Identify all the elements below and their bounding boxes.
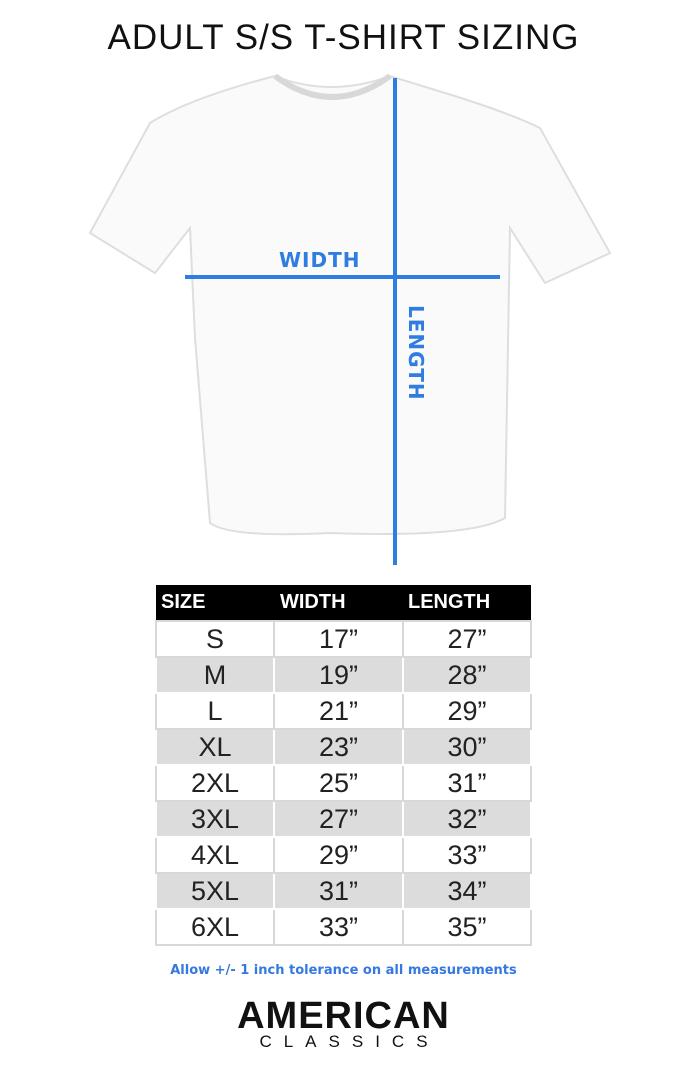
table-row: S 17” 27”: [155, 620, 532, 658]
length-cell: 30”: [402, 728, 532, 766]
size-cell: XL: [155, 728, 275, 766]
width-cell: 33”: [273, 908, 404, 946]
page-title: ADULT S/S T-SHIRT SIZING: [107, 18, 580, 57]
header-width: WIDTH: [274, 585, 403, 621]
size-cell: L: [155, 692, 275, 730]
table-row: 3XL 27” 32”: [155, 800, 532, 838]
table-row: 5XL 31” 34”: [155, 872, 532, 910]
table-row: 6XL 33” 35”: [155, 908, 532, 946]
size-table: SIZE WIDTH LENGTH S 17” 27” M 19” 28” L 21” 29” X…: [155, 585, 532, 946]
size-cell: 3XL: [155, 800, 275, 838]
width-cell: 19”: [273, 656, 404, 694]
width-cell: 25”: [273, 764, 404, 802]
size-cell: 4XL: [155, 836, 275, 874]
size-cell: S: [155, 620, 275, 658]
table-row: 2XL 25” 31”: [155, 764, 532, 802]
table-row: XL 23” 30”: [155, 728, 532, 766]
size-cell: 2XL: [155, 764, 275, 802]
width-cell: 31”: [273, 872, 404, 910]
brand-logo-sub: CLASSICS: [259, 1032, 440, 1051]
size-cell: 5XL: [155, 872, 275, 910]
length-cell: 32”: [402, 800, 532, 838]
brand-logo: AMERICAN: [237, 995, 450, 1037]
length-cell: 28”: [402, 656, 532, 694]
width-cell: 29”: [273, 836, 404, 874]
table-row: M 19” 28”: [155, 656, 532, 694]
header-length: LENGTH: [403, 585, 531, 621]
tshirt-shape: [88, 74, 612, 536]
width-label: WIDTH: [279, 248, 361, 272]
table-row: L 21” 29”: [155, 692, 532, 730]
size-cell: 6XL: [155, 908, 275, 946]
table-row: 4XL 29” 33”: [155, 836, 532, 874]
width-cell: 21”: [273, 692, 404, 730]
length-cell: 33”: [402, 836, 532, 874]
length-label: LENGTH: [404, 305, 428, 401]
length-cell: 34”: [402, 872, 532, 910]
length-cell: 31”: [402, 764, 532, 802]
width-cell: 27”: [273, 800, 404, 838]
tolerance-note: Allow +/- 1 inch tolerance on all measur…: [170, 963, 517, 978]
width-cell: 17”: [273, 620, 404, 658]
length-cell: 35”: [402, 908, 532, 946]
header-size: SIZE: [156, 585, 274, 621]
length-cell: 27”: [402, 620, 532, 658]
width-cell: 23”: [273, 728, 404, 766]
tshirt-collar: [273, 73, 392, 100]
tshirt-diagram: [88, 73, 612, 565]
length-cell: 29”: [402, 692, 532, 730]
size-cell: M: [155, 656, 275, 694]
